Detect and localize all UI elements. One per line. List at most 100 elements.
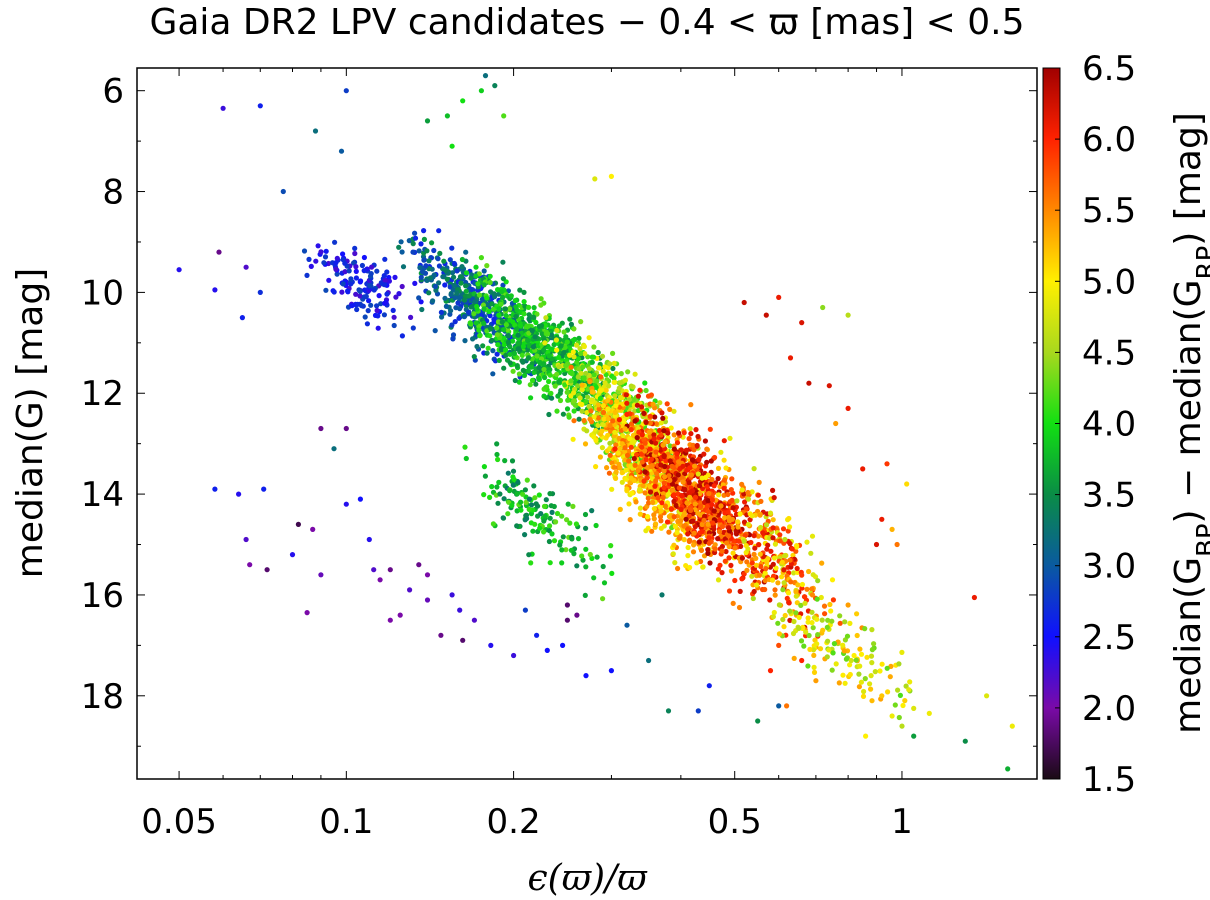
data-point: [608, 543, 614, 549]
data-point: [552, 383, 558, 389]
data-point: [469, 287, 476, 293]
data-point: [627, 517, 633, 523]
data-point: [703, 474, 709, 481]
data-point: [683, 563, 689, 569]
data-points: [176, 73, 1015, 772]
data-point: [647, 420, 654, 426]
data-point: [487, 494, 493, 500]
data-point: [800, 624, 806, 630]
data-point: [573, 342, 580, 348]
data-point: [476, 327, 482, 333]
data-point: [486, 308, 492, 315]
data-point: [984, 693, 990, 699]
data-point: [583, 525, 589, 531]
data-point: [565, 397, 571, 403]
data-point: [449, 143, 455, 149]
data-point: [484, 263, 490, 269]
data-point: [304, 610, 310, 616]
data-point: [645, 495, 651, 501]
data-point: [782, 612, 788, 619]
data-point: [584, 409, 590, 416]
data-point: [489, 484, 495, 490]
data-point: [613, 403, 619, 409]
data-point: [599, 428, 605, 434]
data-point: [555, 393, 561, 399]
data-point: [777, 538, 783, 544]
data-point: [494, 451, 500, 458]
data-point: [776, 294, 782, 300]
data-point: [745, 546, 751, 552]
data-point: [509, 502, 515, 509]
data-point: [602, 364, 608, 370]
data-point: [331, 289, 337, 295]
data-point: [696, 483, 703, 489]
data-point: [771, 555, 778, 561]
data-point: [809, 592, 816, 598]
data-point: [639, 459, 646, 465]
data-point: [794, 565, 800, 572]
data-point: [767, 510, 774, 516]
data-point: [580, 364, 586, 370]
data-point: [735, 524, 741, 530]
data-point: [412, 280, 418, 286]
data-point: [480, 343, 486, 349]
data-point: [801, 643, 807, 649]
data-point: [569, 536, 575, 542]
data-point: [600, 403, 607, 409]
x-axis-ticks: 0.05 0.1 0.2 0.5 1: [141, 68, 913, 842]
data-point: [777, 532, 783, 538]
data-point: [510, 652, 517, 659]
data-point: [444, 113, 450, 119]
data-point: [441, 258, 447, 264]
data-point: [817, 646, 824, 652]
data-point: [971, 594, 978, 601]
data-point: [366, 298, 372, 304]
data-point: [528, 560, 534, 566]
data-point: [862, 626, 868, 632]
data-point: [739, 576, 745, 582]
data-point: [361, 268, 367, 274]
data-point: [547, 372, 553, 378]
data-point: [671, 446, 678, 452]
data-point: [826, 383, 832, 389]
data-point: [715, 465, 722, 471]
data-point: [605, 416, 611, 422]
data-point: [400, 264, 407, 270]
data-point: [707, 426, 713, 432]
data-point: [608, 173, 615, 179]
data-point: [496, 312, 502, 318]
data-point: [607, 361, 613, 367]
data-point: [613, 475, 619, 481]
data-point: [782, 536, 788, 543]
data-point: [557, 542, 563, 548]
data-point: [507, 306, 513, 312]
data-point: [546, 538, 553, 545]
data-point: [542, 340, 548, 346]
data-point: [586, 335, 592, 341]
data-point: [612, 393, 618, 399]
data-point: [601, 580, 608, 586]
data-point: [711, 508, 717, 514]
data-point: [617, 506, 623, 512]
data-point: [614, 398, 620, 404]
data-point: [461, 314, 467, 320]
data-point: [667, 443, 673, 449]
data-point: [829, 577, 836, 583]
data-point: [814, 641, 820, 647]
data-point: [534, 311, 540, 317]
data-point: [448, 292, 454, 298]
data-point: [541, 393, 547, 399]
data-point: [496, 357, 502, 363]
data-point: [318, 572, 324, 578]
data-point: [581, 343, 588, 350]
data-point: [361, 294, 367, 300]
data-point: [676, 485, 682, 491]
data-point: [815, 578, 821, 584]
data-point: [736, 604, 743, 611]
data-point: [339, 289, 345, 295]
data-point: [896, 714, 902, 721]
colorbar-tick-label: 1.5: [1082, 760, 1136, 800]
data-point: [541, 347, 547, 353]
data-point: [490, 348, 496, 354]
data-point: [313, 258, 319, 264]
